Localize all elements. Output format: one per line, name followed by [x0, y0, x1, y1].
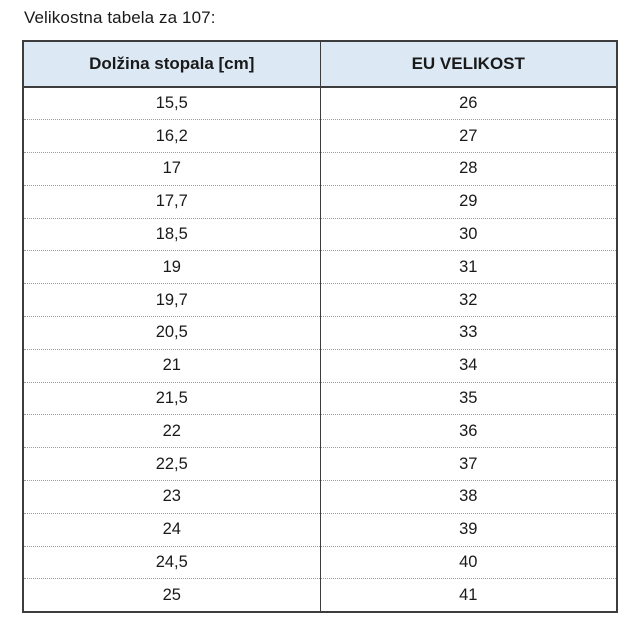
foot-length-cell: 21,5: [23, 381, 320, 415]
table-row: 24 39: [23, 512, 617, 547]
table-row: 18,5 30: [23, 217, 617, 251]
eu-size-cell: 33: [319, 316, 617, 350]
eu-size-cell: 26: [319, 87, 617, 120]
foot-length-cell: 24: [23, 512, 320, 547]
eu-size-cell: 28: [319, 152, 617, 186]
eu-size-cell: 31: [319, 250, 617, 284]
eu-size-cell: 39: [319, 512, 617, 547]
foot-length-cell: 22,5: [23, 447, 320, 481]
eu-size-cell: 35: [319, 381, 617, 415]
eu-size-cell: 37: [319, 447, 617, 481]
table-row: 21,5 35: [23, 381, 617, 415]
table-row: 19 31: [23, 250, 617, 284]
table-row: 20,5 33: [23, 316, 617, 350]
foot-length-cell: 19,7: [23, 283, 320, 317]
eu-size-cell: 30: [319, 217, 617, 251]
header-row: Dolžina stopala [cm] EU VELIKOST: [23, 41, 617, 88]
eu-size-cell: 41: [319, 578, 617, 612]
eu-size-cell: 29: [319, 184, 617, 219]
foot-length-cell: 17: [23, 152, 320, 186]
table-row: 25 41: [23, 578, 617, 612]
foot-length-cell: 16,2: [23, 119, 320, 153]
table-row: 15,5 26: [23, 87, 617, 120]
table-row: 24,5 40: [23, 545, 617, 579]
foot-length-cell: 18,5: [23, 217, 320, 251]
table-row: 21 34: [23, 348, 617, 383]
column-header-foot-length: Dolžina stopala [cm]: [23, 41, 320, 88]
foot-length-cell: 19: [23, 250, 320, 284]
size-table: Dolžina stopala [cm] EU VELIKOST 15,5 26 1…: [22, 40, 618, 613]
table-row: 19,7 32: [23, 283, 617, 317]
table-body: 15,5 26 16,2 27 17 28 17,7 29 18,5 30 19 31 19,7 32 20…: [23, 87, 617, 612]
foot-length-cell: 23: [23, 480, 320, 514]
foot-length-cell: 17,7: [23, 184, 320, 219]
table-row: 23 38: [23, 480, 617, 514]
foot-length-cell: 25: [23, 578, 320, 612]
eu-size-cell: 34: [319, 348, 617, 383]
foot-length-cell: 21: [23, 348, 320, 383]
table-row: 22 36: [23, 414, 617, 448]
eu-size-cell: 38: [319, 480, 617, 514]
table-row: 16,2 27: [23, 119, 617, 153]
foot-length-cell: 24,5: [23, 545, 320, 579]
size-chart-page: Velikostna tabela za 107: Dolžina stopal…: [22, 8, 618, 613]
eu-size-cell: 32: [319, 283, 617, 317]
table-row: 17 28: [23, 152, 617, 186]
foot-length-cell: 20,5: [23, 316, 320, 350]
eu-size-cell: 40: [319, 545, 617, 579]
eu-size-cell: 27: [319, 119, 617, 153]
eu-size-cell: 36: [319, 414, 617, 448]
table-row: 17,7 29: [23, 184, 617, 219]
table-row: 22,5 37: [23, 447, 617, 481]
column-header-eu-size: EU VELIKOST: [319, 41, 617, 88]
page-title: Velikostna tabela za 107:: [24, 8, 216, 27]
foot-length-cell: 22: [23, 414, 320, 448]
foot-length-cell: 15,5: [155, 94, 188, 113]
